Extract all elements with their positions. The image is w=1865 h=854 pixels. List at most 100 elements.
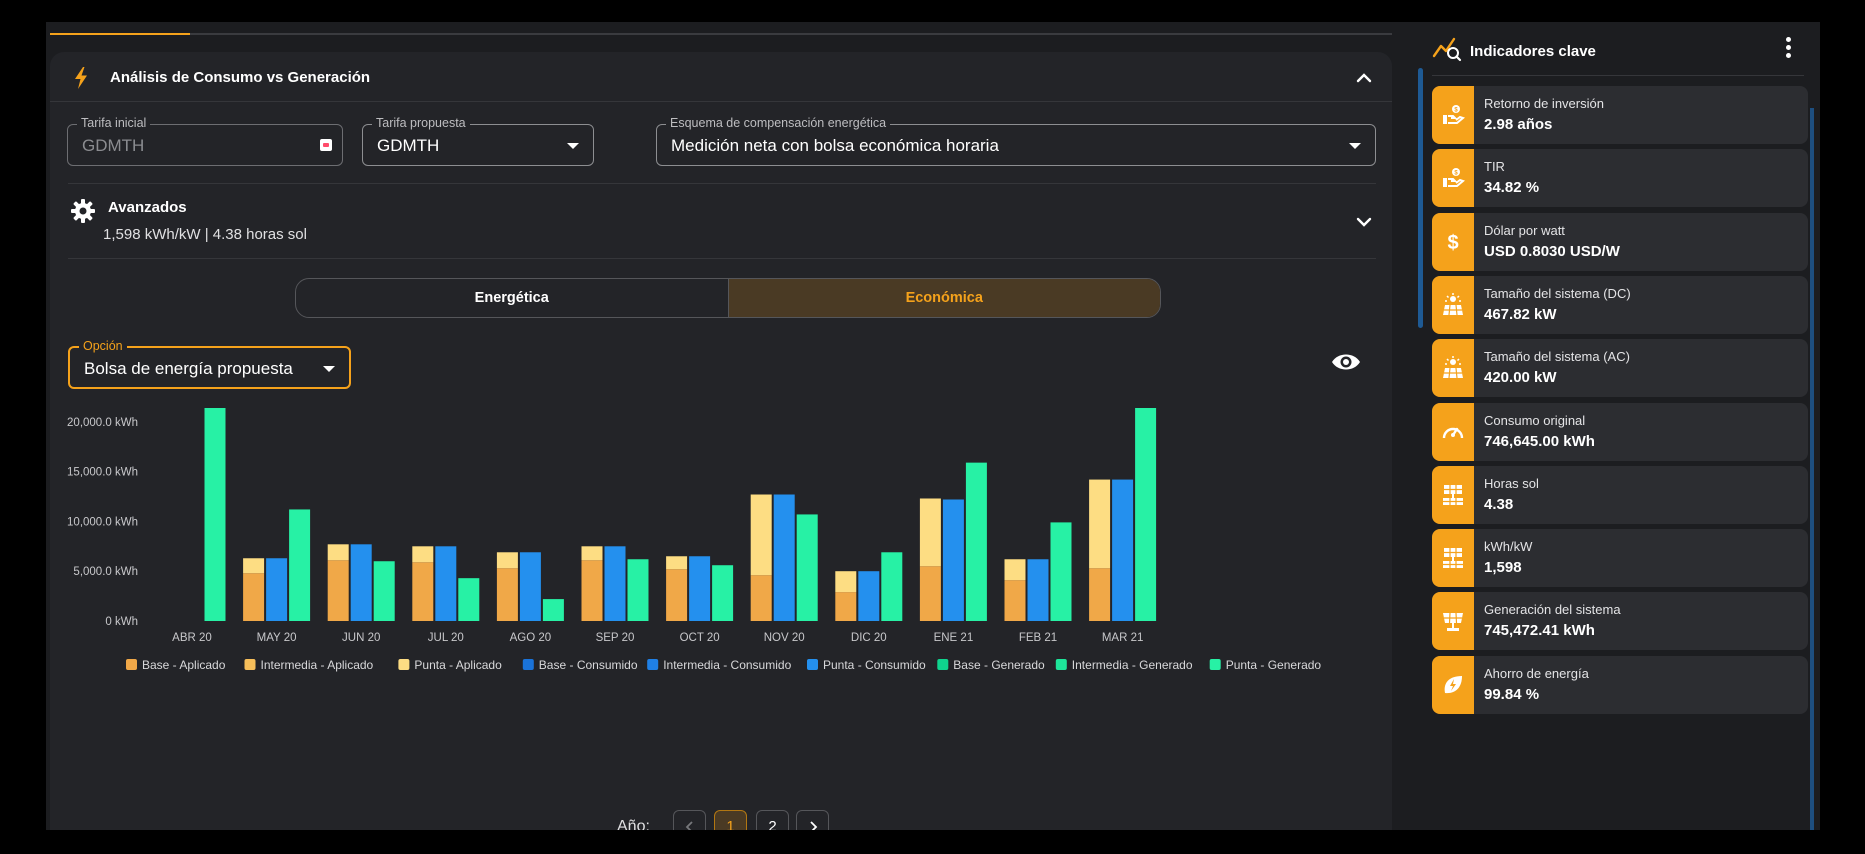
kpi-value: 420.00 kW — [1484, 369, 1557, 387]
svg-text:$: $ — [1454, 108, 1458, 114]
chevron-up-icon[interactable] — [1350, 64, 1378, 92]
bar-segment — [581, 546, 603, 561]
scrollbar[interactable] — [1418, 68, 1423, 328]
solar-panel-icon — [1432, 465, 1474, 524]
energy-savings-icon — [1432, 655, 1474, 714]
bar-segment — [773, 494, 795, 621]
key-indicators-panel: Indicadores clave $ Retorno de inversión 2… — [1392, 22, 1820, 830]
legend-swatch — [937, 659, 949, 670]
bar-segment — [373, 561, 395, 621]
bar-segment — [266, 558, 288, 621]
prev-page-button[interactable] — [673, 810, 706, 830]
tarifa-propuesta-value: GDMTH — [377, 136, 440, 155]
legend-label: Intermedia - Consumido — [663, 658, 791, 672]
kpi-value: 99.84 % — [1484, 685, 1540, 703]
kpi-value: 746,645.00 kWh — [1484, 432, 1595, 450]
kpi-value: 467.82 kW — [1484, 305, 1557, 323]
bar-segment — [581, 560, 603, 621]
kpi-label: Horas sol — [1484, 475, 1539, 491]
kpi-value: 2.98 años — [1484, 116, 1553, 133]
x-tick-label: MAY 20 — [257, 632, 297, 644]
solar-panel-sun-icon — [1432, 275, 1474, 334]
x-tick-label: AGO 20 — [510, 632, 552, 644]
bar-segment — [919, 566, 941, 621]
divider — [68, 183, 1376, 184]
bar-segment — [327, 560, 349, 621]
scrollbar[interactable] — [1810, 108, 1814, 830]
solar-panel-icon — [1432, 529, 1474, 588]
kpi-value: 1,598 — [1484, 559, 1522, 577]
svg-text:$: $ — [1454, 171, 1458, 177]
x-tick-label: OCT 20 — [680, 632, 720, 644]
kpi-value: 34.82 % — [1484, 179, 1540, 197]
tarifa-propuesta-select[interactable]: Tarifa propuesta GDMTH — [362, 116, 594, 166]
bar-segment — [604, 546, 626, 621]
tab-energetica[interactable]: Energética — [474, 290, 549, 306]
kpi-card: $ Retorno de inversión 2.98 años — [1432, 86, 1808, 144]
bar-segment — [243, 573, 265, 621]
legend-label: Intermedia - Generado — [1072, 658, 1193, 672]
kpi-value: USD 0.8030 USD/W — [1484, 242, 1620, 260]
bar-segment — [1004, 559, 1026, 581]
app-frame: Análisis de Consumo vs Generación Tarifa… — [46, 22, 1820, 830]
bar-segment — [243, 558, 265, 574]
bar-segment — [796, 514, 818, 621]
bar-segment — [919, 498, 941, 567]
legend-swatch — [522, 659, 534, 670]
esquema-compensacion-select[interactable]: Esquema de compensación energética Medic… — [656, 116, 1376, 166]
bar-segment — [350, 544, 372, 621]
kpi-card: $ TIR 34.82 % — [1432, 149, 1808, 208]
x-tick-label: MAR 21 — [1102, 632, 1144, 644]
bar-segment — [519, 552, 541, 621]
kpi-label: TIR — [1484, 159, 1505, 175]
legend-label: Base - Aplicado — [142, 658, 226, 672]
view-toggle: Energética Económica — [295, 278, 1161, 318]
page-2-button[interactable]: 2 — [756, 810, 789, 830]
bar-segment — [542, 599, 564, 621]
bar-segment — [458, 578, 480, 621]
tarifa-inicial-field[interactable]: Tarifa inicial GDMTH — [67, 116, 343, 166]
kpi-card: kWh/kW 1,598 — [1432, 529, 1808, 588]
opcion-select[interactable]: Opción Bolsa de energía propuesta — [68, 339, 351, 389]
bar-segment — [835, 571, 857, 593]
x-tick-label: JUN 20 — [342, 632, 380, 644]
bar-segment — [1112, 479, 1134, 621]
x-tick-label: DIC 20 — [851, 632, 887, 644]
x-tick-label: NOV 20 — [764, 632, 805, 644]
bar-segment — [750, 575, 772, 621]
esquema-value: Medición neta con bolsa económica horari… — [671, 136, 999, 155]
svg-text:$: $ — [1447, 232, 1458, 254]
y-tick-label: 20,000.0 kWh — [67, 417, 138, 429]
advanced-title: Avanzados — [108, 199, 187, 216]
kpi-label: Consumo original — [1484, 412, 1586, 428]
legend-swatch — [807, 659, 818, 670]
bar-segment — [1027, 559, 1049, 621]
gauge-icon — [1432, 402, 1474, 461]
kpi-label: Ahorro de energía — [1484, 665, 1589, 681]
more-options-icon[interactable] — [1784, 36, 1792, 62]
legend-swatch — [126, 659, 137, 670]
y-tick-label: 10,000.0 kWh — [67, 516, 138, 528]
legend-swatch — [398, 659, 410, 670]
legend-label: Punta - Generado — [1226, 658, 1322, 672]
tab-economica[interactable]: Económica — [727, 279, 1160, 317]
next-page-button[interactable] — [796, 810, 829, 830]
legend-label: Punta - Aplicado — [414, 658, 502, 672]
dropdown-arrow-icon — [1349, 143, 1361, 149]
solar-energy-icon — [1432, 592, 1474, 651]
bar-segment — [327, 544, 349, 561]
kpi-label: kWh/kW — [1484, 539, 1533, 555]
kpi-value: 745,472.41 kWh — [1484, 622, 1595, 640]
hand-coin-icon: $ — [1432, 149, 1474, 208]
bar-segment — [1004, 580, 1026, 621]
x-tick-label: SEP 20 — [596, 632, 635, 644]
chevron-down-icon[interactable] — [1350, 208, 1378, 236]
card-header[interactable]: Análisis de Consumo vs Generación — [50, 52, 1392, 102]
bolt-icon — [75, 67, 87, 89]
pager-label: Año: — [617, 818, 650, 830]
eye-icon[interactable] — [1331, 351, 1361, 373]
tarifa-propuesta-label: Tarifa propuesta — [372, 116, 470, 130]
kpi-label: Generación del sistema — [1484, 602, 1621, 618]
page-1-button[interactable]: 1 — [714, 810, 747, 830]
x-tick-label: FEB 21 — [1019, 632, 1057, 644]
